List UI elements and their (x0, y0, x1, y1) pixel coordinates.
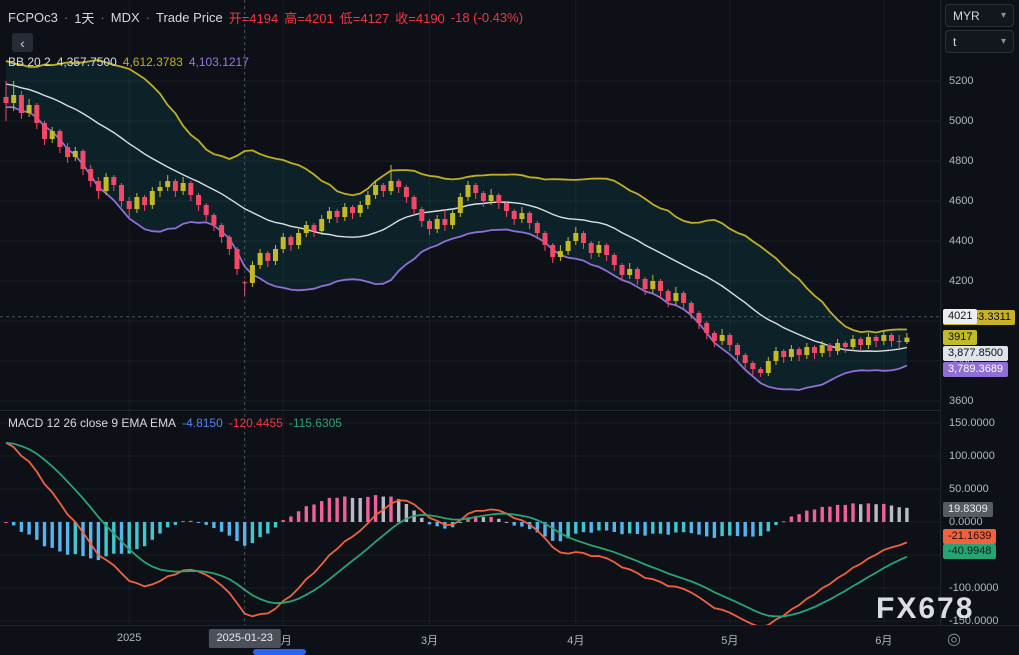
symbol-legend: FCPOc3 · 1天 · MDX · Trade Price 开=4194 高… (8, 8, 523, 27)
axis-tick-label: 4800 (949, 155, 974, 167)
axis-tick-label: 50.0000 (949, 483, 989, 495)
axis-tick-label: 3600 (949, 395, 974, 407)
unit-dropdown[interactable]: t ▾ (945, 30, 1014, 53)
watermark: FX678 (876, 592, 975, 625)
axis-tick-label: 4600 (949, 195, 974, 207)
ohlc-close: 收=4190 (395, 11, 445, 26)
macd-line-value: -120.4455 (228, 416, 283, 430)
macd-indicator-name[interactable]: MACD 12 26 close 9 EMA EMA (8, 416, 177, 430)
axis-tick-label: 4400 (949, 235, 974, 247)
bb-lower-price-label: 3,789.3689 (943, 361, 1009, 377)
time-axis-label: 2025 (116, 632, 142, 644)
crosshair-date-label: 2025-01-23 (208, 629, 281, 648)
bb-basis-price-label: 3,877.8500 (943, 345, 1009, 361)
currency-label: MYR (953, 8, 980, 23)
axis-tick-label: 5000 (949, 115, 974, 127)
axis-tick-label: 150.0000 (949, 417, 995, 429)
time-axis-label: 6月 (875, 635, 893, 647)
ohlc-open: 开=4194 (228, 11, 279, 26)
separator-dot: · (63, 10, 69, 25)
ohlc-low: 低=4127 (339, 11, 390, 26)
bollinger-bands (5, 59, 908, 391)
crosshair-lines (0, 0, 940, 625)
time-axis[interactable]: 2025 2月 3月 4月 5月 6月 2025-01-23 ◎ (0, 625, 1019, 655)
separator-dot: · (100, 10, 105, 25)
macd-signal-value: -115.6305 (288, 416, 342, 430)
back-arrow-icon: ‹ (20, 34, 25, 51)
crosshair-price-label: 4021 (943, 308, 978, 324)
axis-tick-label: -150.0000 (949, 615, 999, 627)
axis-tick-label: -100.0000 (949, 582, 999, 594)
back-button[interactable]: ‹ (12, 33, 33, 52)
chevron-down-icon: ▾ (1000, 10, 1006, 21)
macd-hist-value: -4.8150 (182, 416, 223, 430)
axis-tick-label: 5200 (949, 75, 974, 87)
bb-lower-value: 4,103.1217 (188, 55, 249, 69)
macd-legend: MACD 12 26 close 9 EMA EMA -4.8150 -120.… (8, 416, 342, 430)
axis-tick-label: 4200 (949, 275, 974, 287)
bb-basis-value: 4,357.7500 (56, 55, 117, 69)
macd-signal-axis-label: -40.9948 (943, 543, 997, 559)
unit-label: t (953, 34, 957, 49)
exchange-label: MDX (110, 10, 140, 25)
price-axis[interactable]: 520050004800460044004200400038003600150.… (940, 0, 1019, 627)
ohlc-high: 高=4201 (284, 11, 334, 26)
candles-layer (3, 81, 910, 377)
currency-dropdown[interactable]: MYR ▾ (945, 4, 1014, 27)
bb-indicator-name[interactable]: BB 20 2 (8, 55, 51, 69)
time-axis-label: 3月 (420, 635, 439, 647)
pane-divider[interactable] (0, 410, 1019, 411)
ohlc-change: -18 (-0.43%) (450, 10, 524, 25)
time-axis-label: 4月 (567, 635, 585, 647)
macd-line-axis-label: -21.1639 (943, 528, 997, 544)
interval-label[interactable]: 1天 (74, 11, 95, 26)
separator-dot: · (145, 10, 150, 25)
macd-hist-axis-label: 19.8309 (943, 501, 993, 517)
brand-logo-icon[interactable]: ◎ (947, 631, 961, 648)
time-axis-label: 5月 (721, 635, 739, 647)
last-price-label: 3917 (943, 329, 978, 345)
axis-tick-label: 100.0000 (949, 450, 995, 462)
bb-upper-value: 4,612.3783 (122, 55, 183, 69)
chevron-down-icon: ▾ (1000, 36, 1006, 47)
scrollbar-thumb[interactable] (253, 649, 306, 655)
symbol-name[interactable]: FCPOc3 (8, 10, 58, 25)
series-type-label: Trade Price (156, 10, 223, 25)
macd-layer (4, 441, 909, 625)
axis-tick-label: 0.0000 (949, 516, 983, 528)
bollinger-legend: BB 20 2 4,357.7500 4,612.3783 4,103.1217 (8, 55, 249, 69)
